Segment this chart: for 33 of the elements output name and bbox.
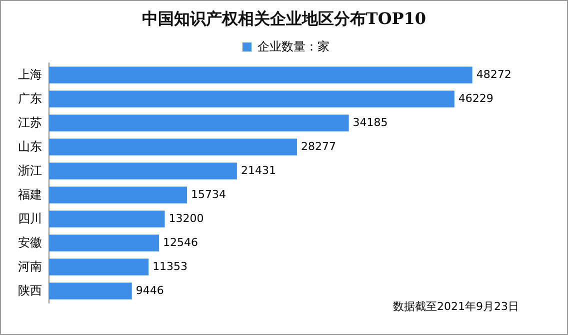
bar <box>49 66 472 84</box>
data-label: 28277 <box>300 140 336 153</box>
annotation: 数据截至2021年9月23日 <box>393 299 519 314</box>
y-tick-label: 广东 <box>18 91 42 106</box>
bar <box>49 114 349 132</box>
chart-title: 中国知识产权相关企业地区分布TOP10 <box>140 9 428 30</box>
bar <box>49 282 132 300</box>
data-label: 13200 <box>168 212 204 225</box>
y-tick-label: 浙江 <box>18 163 42 178</box>
bar <box>49 186 187 204</box>
bar <box>49 210 165 228</box>
y-tick-label: 江苏 <box>18 115 42 130</box>
data-label: 9446 <box>136 284 164 297</box>
bar <box>49 90 454 108</box>
data-label: 11353 <box>152 260 188 273</box>
bar <box>49 138 297 156</box>
y-tick-label: 陕西 <box>18 283 42 298</box>
bar <box>49 258 149 276</box>
legend-label: 企业数量：家 <box>258 39 330 54</box>
y-tick-label: 河南 <box>18 259 42 274</box>
data-label: 34185 <box>352 116 388 129</box>
data-label: 21431 <box>240 164 276 177</box>
y-tick-label: 四川 <box>18 211 42 226</box>
y-tick-label: 上海 <box>18 67 42 82</box>
data-label: 46229 <box>458 92 494 105</box>
data-label: 12546 <box>163 236 198 249</box>
data-label: 15734 <box>190 188 226 201</box>
y-tick-label: 福建 <box>18 187 42 202</box>
data-label: 48272 <box>476 68 512 81</box>
y-tick-label: 山东 <box>18 139 42 154</box>
bar <box>49 234 160 252</box>
y-tick-label: 安徽 <box>18 235 42 250</box>
bar <box>49 162 237 180</box>
